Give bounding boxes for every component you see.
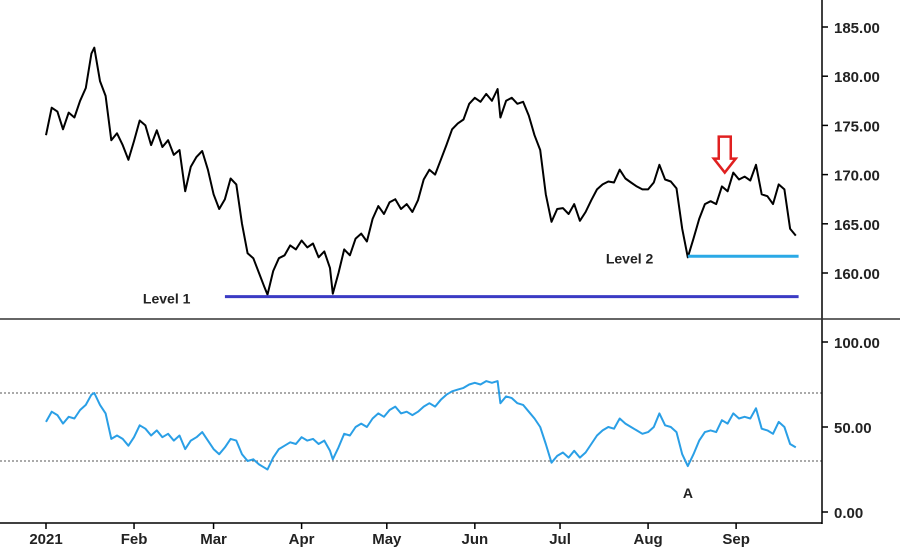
price-tick-label: 185.00 bbox=[834, 20, 880, 37]
x-tick-label: Jun bbox=[462, 531, 489, 548]
x-tick-label: 2021 bbox=[29, 531, 62, 548]
price-panel: Level 1 Level 2 bbox=[45, 46, 799, 307]
x-tick-label: Apr bbox=[289, 531, 315, 548]
chart-frame: 160.00 165.00 170.00 175.00 180.00 185.00 0.00… bbox=[0, 0, 900, 524]
osc-tick-label: 100.00 bbox=[834, 335, 880, 352]
x-tick-label: Sep bbox=[722, 531, 750, 548]
red-down-arrow bbox=[711, 135, 739, 175]
x-tick-label: May bbox=[372, 531, 402, 548]
price-tick-label: 170.00 bbox=[834, 168, 880, 185]
price-tick-label: 180.00 bbox=[834, 69, 880, 86]
level-2-label: Level 2 bbox=[606, 250, 654, 266]
price-tick-label: 175.00 bbox=[834, 118, 880, 135]
x-axis: 2021 Feb Mar Apr May Jun Jul Aug Sep bbox=[29, 523, 750, 548]
x-tick-label: Jul bbox=[549, 531, 571, 548]
x-tick-label: Mar bbox=[200, 531, 227, 548]
osc-tick-label: 50.00 bbox=[834, 420, 872, 437]
x-tick-label: Feb bbox=[121, 531, 148, 548]
price-line bbox=[45, 46, 797, 296]
osc-tick-label: 0.00 bbox=[834, 505, 863, 522]
oscillator-panel: A bbox=[0, 380, 822, 501]
price-tick-label: 160.00 bbox=[834, 266, 880, 283]
level-1-label: Level 1 bbox=[143, 291, 191, 307]
x-tick-label: Aug bbox=[633, 531, 662, 548]
red-down-arrow-shape bbox=[711, 135, 739, 175]
annotation-a-label: A bbox=[683, 485, 693, 501]
oscillator-line bbox=[45, 380, 797, 471]
price-tick-label: 165.00 bbox=[834, 217, 880, 234]
